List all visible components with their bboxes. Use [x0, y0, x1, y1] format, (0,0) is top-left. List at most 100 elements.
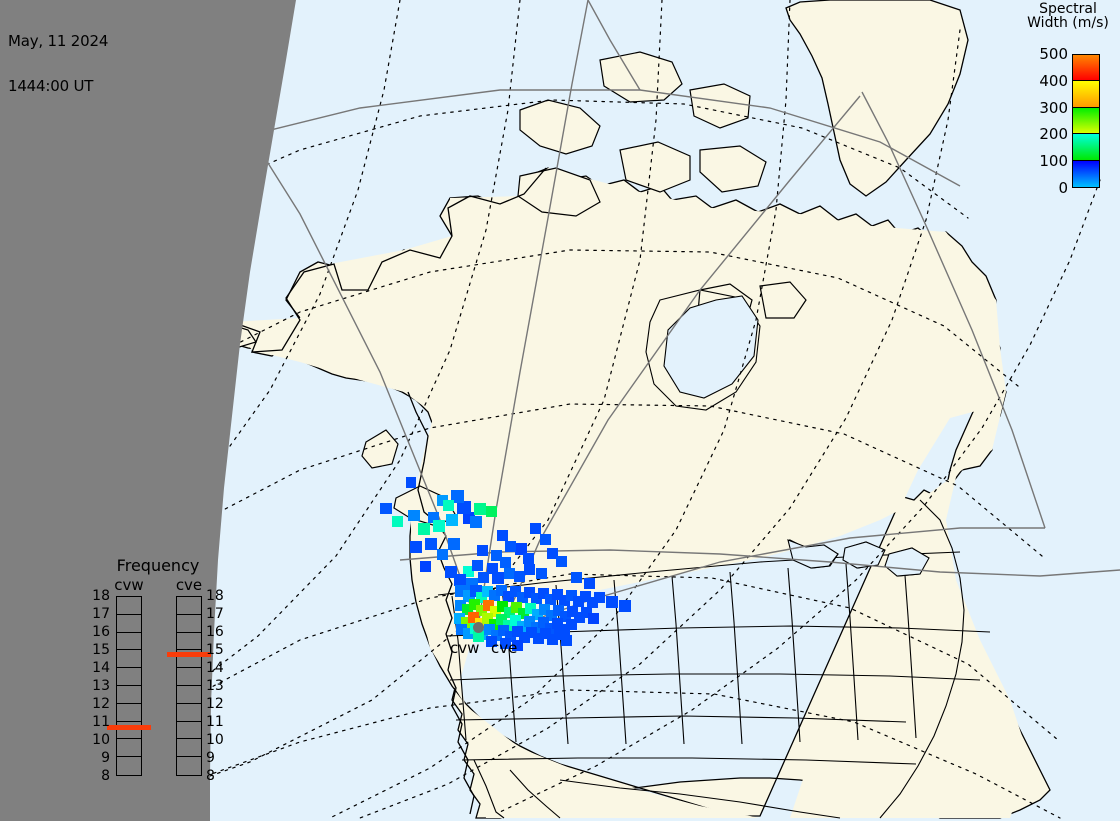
- queen-charlotte-islands: [361, 429, 399, 469]
- radar-cell: [476, 605, 487, 616]
- radar-cell: [497, 601, 508, 612]
- radar-cell: [457, 501, 471, 514]
- radar-cell: [530, 523, 541, 534]
- radar-cell: [510, 586, 521, 597]
- colorbar-tick-200: 200: [1039, 125, 1068, 144]
- continent-fill: [230, 168, 1030, 818]
- fov-far-edge-ne: [861, 91, 1046, 529]
- radar-cell: [559, 595, 570, 606]
- frequency-tick-17: 17: [206, 606, 224, 622]
- colorbar-segment-4: [1073, 160, 1099, 187]
- colorbar-tick-100: 100: [1039, 152, 1068, 171]
- radar-cell: [512, 626, 523, 637]
- geomagnetic-grid: [169, 0, 1101, 819]
- frequency-cell: [177, 597, 201, 615]
- colorbar-title: Spectral Width (m/s): [1016, 2, 1120, 30]
- frequency-cell: [177, 686, 201, 704]
- colorbar-segment-2: [1073, 107, 1099, 135]
- radar-cell: [566, 590, 577, 601]
- grid-meridian-5: [205, 0, 521, 677]
- radar-cell: [462, 604, 473, 615]
- radar-cell: [418, 523, 430, 535]
- radar-cell: [581, 607, 592, 618]
- frequency-legend: Frequency cvw cve 18 17 16 15 14 13 12 11 10 9 8 18 17…: [84, 558, 232, 786]
- radar-cell: [487, 563, 498, 574]
- radar-cell: [392, 516, 403, 527]
- frequency-cell: [177, 615, 201, 633]
- frequency-tick-12: 12: [92, 696, 110, 712]
- frequency-tick-16: 16: [92, 624, 110, 640]
- frequency-tick-18: 18: [206, 588, 224, 604]
- frequency-marker-cve: [167, 651, 211, 657]
- radar-cell: [433, 520, 445, 532]
- radar-cell: [486, 506, 497, 517]
- radar-cell: [571, 572, 582, 583]
- radar-cell: [489, 590, 500, 601]
- grid-latitude-2: [204, 249, 1019, 387]
- radar-cell: [553, 605, 564, 616]
- radar-cell: [515, 543, 527, 555]
- radar-cell: [531, 593, 542, 604]
- radar-cell: [547, 548, 558, 559]
- frequency-cell: [177, 722, 201, 740]
- radar-cell: [567, 606, 578, 617]
- west-coast-line: [407, 391, 475, 815]
- frequency-cell: [177, 757, 201, 775]
- frequency-cell: [117, 597, 141, 615]
- radar-cell: [512, 640, 523, 651]
- radar-cell: [498, 625, 509, 636]
- radar-cell: [468, 612, 479, 623]
- arctic-island-1: [519, 99, 601, 155]
- radar-cell: [552, 618, 563, 629]
- grid-meridian-1: [169, 0, 663, 791]
- radar-cell: [446, 514, 458, 526]
- frequency-cell: [117, 757, 141, 775]
- grid-meridian-2: [329, 0, 791, 819]
- pacific-coastline: [231, 167, 547, 353]
- radar-cell: [473, 631, 484, 642]
- radar-cell: [456, 624, 467, 635]
- arctic-island-4: [517, 167, 601, 217]
- radar-cell: [497, 530, 508, 541]
- frequency-cell: [117, 722, 141, 740]
- frequency-tick-17: 17: [92, 606, 110, 622]
- frequency-tick-13: 13: [92, 678, 110, 694]
- frequency-cell: [117, 633, 141, 651]
- radar-cell: [451, 490, 464, 503]
- radar-cell: [482, 613, 493, 624]
- frequency-tick-column-2: 18 17 16 15 14 13 12 11 10 9 8: [206, 589, 228, 783]
- radar-cell: [538, 617, 549, 628]
- radar-cell: [554, 629, 565, 640]
- colorbar-tick-400: 400: [1039, 71, 1068, 90]
- radar-cell: [491, 550, 502, 561]
- radar-cell: [477, 545, 488, 556]
- timestamp-date: May, 11 2024: [8, 32, 109, 50]
- radar-cell: [463, 566, 474, 577]
- radar-cell: [540, 534, 551, 545]
- spectral-width-colorbar: Spectral Width (m/s) 500 400 300 200 100 0: [1016, 2, 1120, 202]
- radar-cell: [574, 612, 585, 623]
- grid-latitude-1: [207, 99, 969, 219]
- colorbar-segment-1: [1073, 81, 1099, 108]
- radar-cell: [420, 561, 431, 572]
- radar-cell: [523, 553, 534, 564]
- radar-cell: [588, 613, 599, 624]
- grid-latitude-3: [203, 403, 1043, 557]
- radar-cell: [490, 606, 501, 617]
- radar-cell: [532, 609, 543, 620]
- grid-meridian-4: [499, 179, 1101, 813]
- radar-cell: [573, 596, 584, 607]
- radar-cell: [606, 596, 618, 608]
- radar-cell: [482, 586, 493, 597]
- radar-cell: [484, 624, 495, 635]
- radar-cell: [483, 600, 494, 611]
- radar-cell: [587, 597, 598, 608]
- radar-cell: [474, 503, 486, 515]
- frequency-tick-9: 9: [206, 750, 215, 766]
- colorbar-tick-500: 500: [1039, 45, 1068, 63]
- frequency-tick-14: 14: [206, 660, 224, 676]
- frequency-tick-10: 10: [92, 732, 110, 748]
- frequency-column-label-cve: cve: [175, 576, 203, 594]
- frequency-cell: [177, 633, 201, 651]
- radar-cell: [584, 578, 595, 589]
